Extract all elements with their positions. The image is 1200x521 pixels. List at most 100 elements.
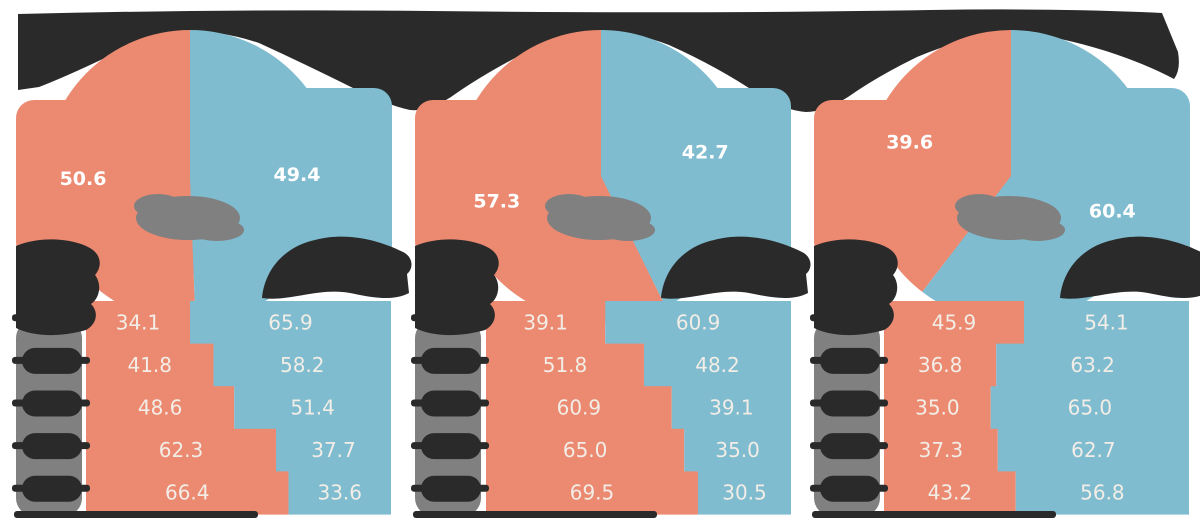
bar-value-label-blue: 54.1 xyxy=(1084,310,1129,334)
bar-value-label-salmon: 62.3 xyxy=(159,438,204,462)
title-smear-band xyxy=(18,9,1179,112)
bar-blue-segment xyxy=(234,386,391,430)
bar-value-label-blue: 33.6 xyxy=(317,481,362,505)
axis-label-smear-block xyxy=(814,239,898,336)
pie-center-total-smear xyxy=(1011,219,1065,241)
bar-blue-segment xyxy=(213,343,391,387)
pie-center-total-smear xyxy=(545,194,593,218)
bar-blue-segment xyxy=(996,343,1189,387)
bar-value-label-salmon: 66.4 xyxy=(165,481,210,505)
annotation-smear xyxy=(262,236,412,299)
pie-center-total-smear xyxy=(601,219,655,241)
bar-salmon-segment xyxy=(884,428,998,472)
pie-value-label-blue: 60.4 xyxy=(1089,200,1136,222)
bar-value-label-salmon: 37.3 xyxy=(919,438,964,462)
bar-value-label-blue: 62.7 xyxy=(1071,438,1116,462)
bar-salmon-segment xyxy=(486,301,606,345)
bottom-smear-strip xyxy=(413,511,657,518)
bar-value-label-salmon: 51.8 xyxy=(543,353,588,377)
panel-3 xyxy=(810,30,1200,518)
bar-value-label-salmon: 65.0 xyxy=(563,438,608,462)
pie-value-label-salmon: 39.6 xyxy=(886,132,933,154)
bar-value-label-blue: 35.0 xyxy=(715,438,760,462)
axis-label-smear-block xyxy=(415,239,499,336)
bar-salmon-segment xyxy=(884,471,1016,515)
panel-1-labels: 34.1 65.9 41.8 58.2 48.6 51.4 62.3 37.7 66.4 33.6… xyxy=(60,164,362,505)
bar-value-label-blue: 65.9 xyxy=(268,310,313,334)
bar-value-label-blue: 51.4 xyxy=(290,396,335,420)
bar-salmon-segment xyxy=(486,386,672,430)
bar-salmon-segment xyxy=(86,471,289,515)
bar-salmon-segment xyxy=(86,301,191,345)
bar-value-label-blue: 65.0 xyxy=(1068,396,1113,420)
bar-blue-segment xyxy=(997,428,1189,472)
bar-salmon-segment xyxy=(86,386,235,430)
bar-value-label-blue: 30.5 xyxy=(722,481,767,505)
bar-blue-segment xyxy=(684,428,791,472)
bar-blue-segment xyxy=(1015,471,1189,515)
bar-salmon-segment xyxy=(884,343,997,387)
bar-value-label-salmon: 41.8 xyxy=(127,353,172,377)
pie-value-label-salmon: 57.3 xyxy=(473,190,520,212)
bar-value-label-salmon: 39.1 xyxy=(523,310,568,334)
row-label-smear xyxy=(22,433,82,460)
bar-salmon-segment xyxy=(86,428,277,472)
bar-blue-segment xyxy=(990,386,1189,430)
bar-value-label-salmon: 35.0 xyxy=(915,396,960,420)
bar-value-label-salmon: 36.8 xyxy=(918,353,963,377)
row-label-smear xyxy=(421,475,481,502)
row-label-smear xyxy=(820,390,880,417)
pie-center-total-smear xyxy=(190,219,244,241)
bar-value-label-salmon: 45.9 xyxy=(932,310,977,334)
bar-value-label-blue: 48.2 xyxy=(695,353,740,377)
row-label-smear xyxy=(22,475,82,502)
bar-blue-segment xyxy=(605,301,791,345)
bottom-smear-strip xyxy=(14,511,258,518)
bar-value-label-blue: 56.8 xyxy=(1080,481,1125,505)
annotation-smear xyxy=(661,236,811,299)
row-label-smear xyxy=(820,475,880,502)
value-labels-layer: 34.1 65.9 41.8 58.2 48.6 51.4 62.3 37.7 66.4 33.6… xyxy=(60,132,1136,505)
pie-slice-salmon xyxy=(865,30,1011,292)
panel-2-labels: 39.1 60.9 51.8 48.2 60.9 39.1 65.0 35.0 69.5 30.5… xyxy=(473,142,766,505)
bar-blue-segment xyxy=(276,428,391,472)
row-label-smear xyxy=(22,390,82,417)
bar-value-label-blue: 63.2 xyxy=(1070,353,1115,377)
bar-value-label-blue: 58.2 xyxy=(280,353,325,377)
pie-value-label-blue: 42.7 xyxy=(682,142,729,164)
panel-2 xyxy=(411,30,811,518)
bar-blue-segment xyxy=(1023,301,1189,345)
axis-label-smear-block xyxy=(16,239,100,336)
panel-shapes-layer xyxy=(12,30,1200,518)
bar-blue-segment xyxy=(671,386,791,430)
bar-blue-segment xyxy=(190,301,391,345)
pie-slice-salmon xyxy=(454,30,666,322)
bar-salmon-segment xyxy=(86,343,214,387)
panel-1 xyxy=(12,30,412,518)
bar-value-label-salmon: 48.6 xyxy=(138,396,183,420)
bar-value-label-salmon: 60.9 xyxy=(557,396,602,420)
bar-value-label-salmon: 34.1 xyxy=(116,310,161,334)
bar-value-label-blue: 37.7 xyxy=(311,438,356,462)
bar-salmon-segment xyxy=(486,428,685,472)
pie-value-label-blue: 49.4 xyxy=(274,164,321,186)
row-label-smear xyxy=(421,433,481,460)
row-label-smear xyxy=(820,347,880,374)
bottom-smear-strip xyxy=(812,511,1056,518)
bar-salmon-segment xyxy=(884,386,991,430)
bar-salmon-segment xyxy=(884,301,1024,345)
bar-salmon-segment xyxy=(486,471,698,515)
pie-center-total-smear xyxy=(134,194,182,218)
pie-value-label-salmon: 50.6 xyxy=(60,168,107,190)
bar-blue-segment xyxy=(643,343,791,387)
row-label-smear xyxy=(820,433,880,460)
row-label-smear xyxy=(22,347,82,374)
row-label-smear xyxy=(421,347,481,374)
bar-blue-segment xyxy=(697,471,791,515)
bar-value-label-blue: 60.9 xyxy=(676,310,721,334)
panel-3-labels: 45.9 54.1 36.8 63.2 35.0 65.0 37.3 62.7 43.2 56.8… xyxy=(886,132,1136,505)
bar-value-label-blue: 39.1 xyxy=(709,396,754,420)
bar-blue-segment xyxy=(288,471,391,515)
